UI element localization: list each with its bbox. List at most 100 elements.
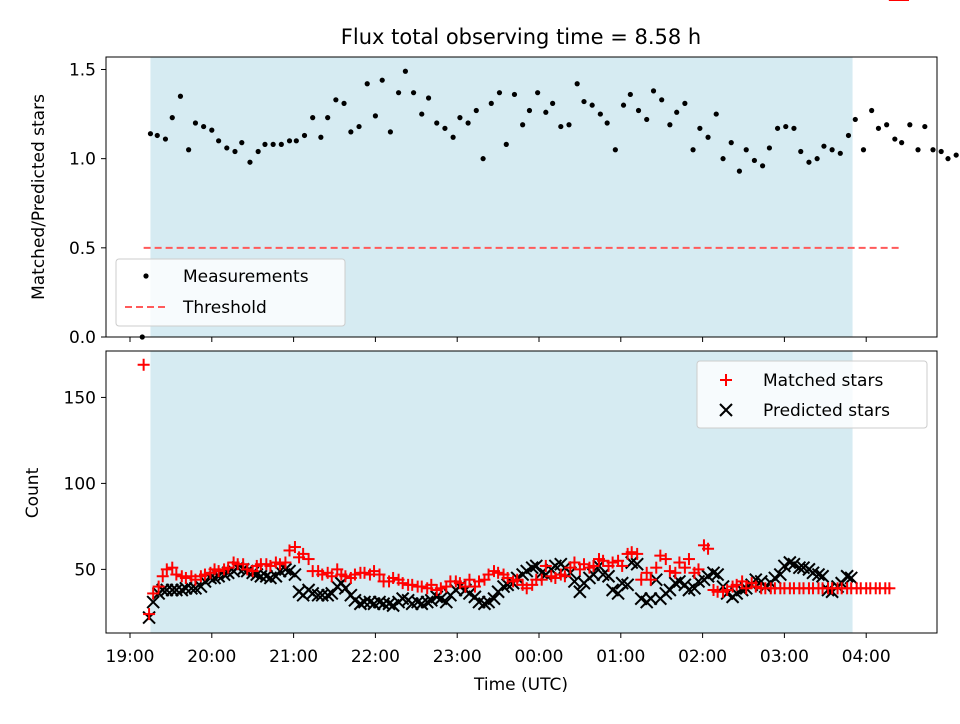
predicted-stars-point	[410, 595, 425, 609]
predicted-stars-point	[311, 588, 325, 602]
matched-stars-point	[273, 558, 286, 571]
measurement-point	[736, 168, 743, 174]
measurement-point	[442, 125, 448, 131]
measurement-point	[667, 122, 673, 128]
matched-stars-point	[297, 547, 310, 560]
matched-stars-point	[137, 358, 150, 371]
x-tick-label: 23:00	[433, 647, 482, 667]
legend-matched-marker	[720, 374, 732, 386]
matched-stars-point	[625, 546, 638, 559]
chart-title: Flux total observing time = 8.58 h	[341, 25, 701, 49]
matched-stars-point	[678, 561, 691, 574]
measurement-point	[604, 120, 610, 126]
measurement-point	[720, 156, 726, 162]
matched-stars-point	[616, 559, 629, 572]
measurement-point	[450, 134, 456, 140]
matched-stars-point	[222, 561, 235, 574]
legend-predicted-marker	[719, 403, 733, 417]
measurement-point	[659, 97, 665, 103]
measurement-point	[310, 115, 316, 121]
matched-stars-point	[147, 587, 160, 600]
predicted-stars-point	[165, 583, 179, 597]
measurement-point	[690, 147, 696, 153]
measurement-point	[147, 131, 154, 137]
predicted-stars-point	[815, 569, 830, 583]
matched-stars-point	[631, 547, 644, 560]
x-axis-label: Time (UTC)	[473, 675, 568, 695]
measurement-point	[348, 129, 354, 135]
measurement-point	[379, 77, 385, 83]
measurement-point	[216, 138, 222, 144]
matched-stars-point	[387, 571, 400, 584]
measurement-point	[829, 147, 835, 153]
measurement-point	[473, 107, 479, 114]
measurement-point	[286, 138, 293, 144]
measurement-point	[480, 156, 486, 162]
top-y-tick-label: 1.5	[69, 60, 96, 80]
predicted-stars-point	[573, 585, 587, 599]
x-tick-label: 22:00	[351, 647, 400, 667]
matched-stars-point	[325, 570, 338, 583]
bottom-panel: 50 100 150 19:00 20:00 21:00 22:00 23:00 00:00 0…	[23, 0, 938, 695]
x-tick-label: 20:00	[187, 647, 236, 667]
predicted-stars-point	[278, 562, 293, 577]
measurement-point	[581, 98, 587, 105]
measurement-point	[892, 136, 898, 142]
bottom-y-axis-label: Count	[23, 467, 43, 518]
top-x-ticks	[129, 337, 867, 342]
measurement-point	[434, 120, 440, 126]
predicted-stars-point	[288, 567, 302, 582]
bottom-legend: Matched stars Predicted stars	[696, 360, 928, 429]
measurement-point	[162, 136, 169, 142]
matched-stars-point	[659, 553, 672, 566]
measurement-point	[465, 120, 471, 126]
measurement-point	[674, 109, 680, 115]
measurement-point	[938, 148, 944, 155]
matched-stars-point	[179, 571, 192, 584]
matched-stars-point	[463, 573, 476, 586]
matched-stars-point	[316, 568, 329, 581]
measurement-point	[798, 148, 804, 155]
bottom-data-layer	[137, 0, 910, 625]
measurement-point	[410, 90, 417, 96]
predicted-stars-point	[146, 595, 160, 609]
matched-stars-point	[597, 554, 610, 567]
bottom-y-tick-label: 150	[64, 388, 96, 408]
matched-stars-point	[152, 580, 165, 593]
measurement-point	[192, 120, 199, 126]
measurement-point	[759, 163, 766, 169]
measurement-point	[341, 100, 347, 106]
measurement-point	[682, 100, 688, 106]
measurement-point	[837, 150, 843, 156]
measurement-point	[766, 145, 773, 151]
measurement-point	[860, 147, 867, 153]
predicted-stars-point	[179, 581, 193, 595]
predicted-stars-point	[420, 595, 434, 609]
measurement-point	[806, 159, 812, 165]
bottom-y-tick-label: 50	[74, 560, 96, 580]
legend-threshold-label: Threshold	[182, 298, 267, 318]
x-tick-label: 21:00	[269, 647, 318, 667]
predicted-stars-point	[840, 569, 854, 583]
matched-stars-point	[568, 556, 581, 569]
matched-stars-point	[692, 563, 705, 576]
matched-stars-point	[143, 608, 156, 621]
predicted-stars-point	[487, 591, 501, 606]
bottom-y-tick-label: 100	[64, 474, 96, 494]
matched-stars-point	[702, 542, 715, 555]
predicted-stars-point	[630, 557, 644, 571]
matched-stars-point	[302, 553, 315, 566]
measurement-point	[953, 152, 959, 158]
predicted-stars-point	[620, 578, 635, 592]
measurement-point	[713, 111, 719, 117]
measurement-point	[425, 95, 432, 101]
matched-stars-point	[606, 556, 619, 569]
measurement-point	[457, 115, 463, 121]
measurement-point	[503, 141, 509, 147]
top-y-axis: 0.0 0.5 1.0 1.5	[69, 60, 106, 348]
matched-stars-point	[539, 559, 552, 572]
measurement-point	[387, 129, 393, 135]
matched-stars-point	[673, 556, 686, 569]
predicted-stars-point	[844, 571, 858, 585]
measurement-point	[333, 97, 339, 103]
